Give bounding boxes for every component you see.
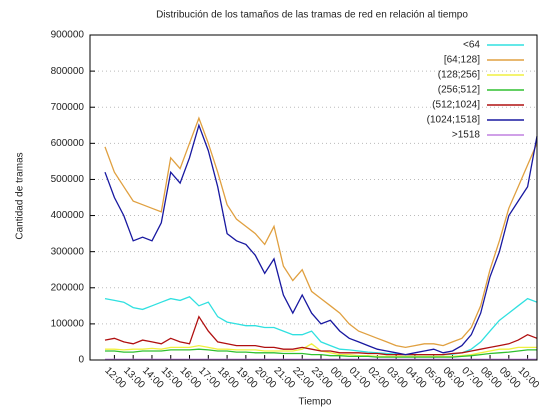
legend-label: (256;512] [438,85,480,96]
series-line [105,348,537,358]
y-tick-label: 100000 [51,319,85,330]
series-line [104,123,538,356]
y-axis-label: Cantidad de tramas [15,152,26,239]
y-tick-label: 700000 [51,102,85,113]
y-tick-label: 400000 [51,210,85,221]
plot-frame [89,34,538,361]
legend-label: >1518 [452,130,481,141]
legend-label: [64;128] [444,55,480,66]
chart-title: Distribución de los tamaños de las trama… [156,10,468,21]
legend-label: (128;256] [438,70,480,81]
y-tick-label: 600000 [51,138,85,149]
legend-label: <64 [463,40,480,51]
y-tick-label: 900000 [51,30,85,41]
x-axis-label: Tiempo [299,397,332,408]
series-line [104,116,538,349]
y-tick-label: 300000 [51,246,85,257]
series-line [104,315,538,356]
y-tick-label: 800000 [51,66,85,77]
y-tick-label: 0 [78,355,84,366]
x-tick-label: 10:00 [516,365,539,391]
y-tick-label: 200000 [51,282,85,293]
legend-label: (1024;1518] [427,115,481,126]
y-tick-label: 500000 [51,174,85,185]
legend-label: (512;1024] [432,100,480,111]
